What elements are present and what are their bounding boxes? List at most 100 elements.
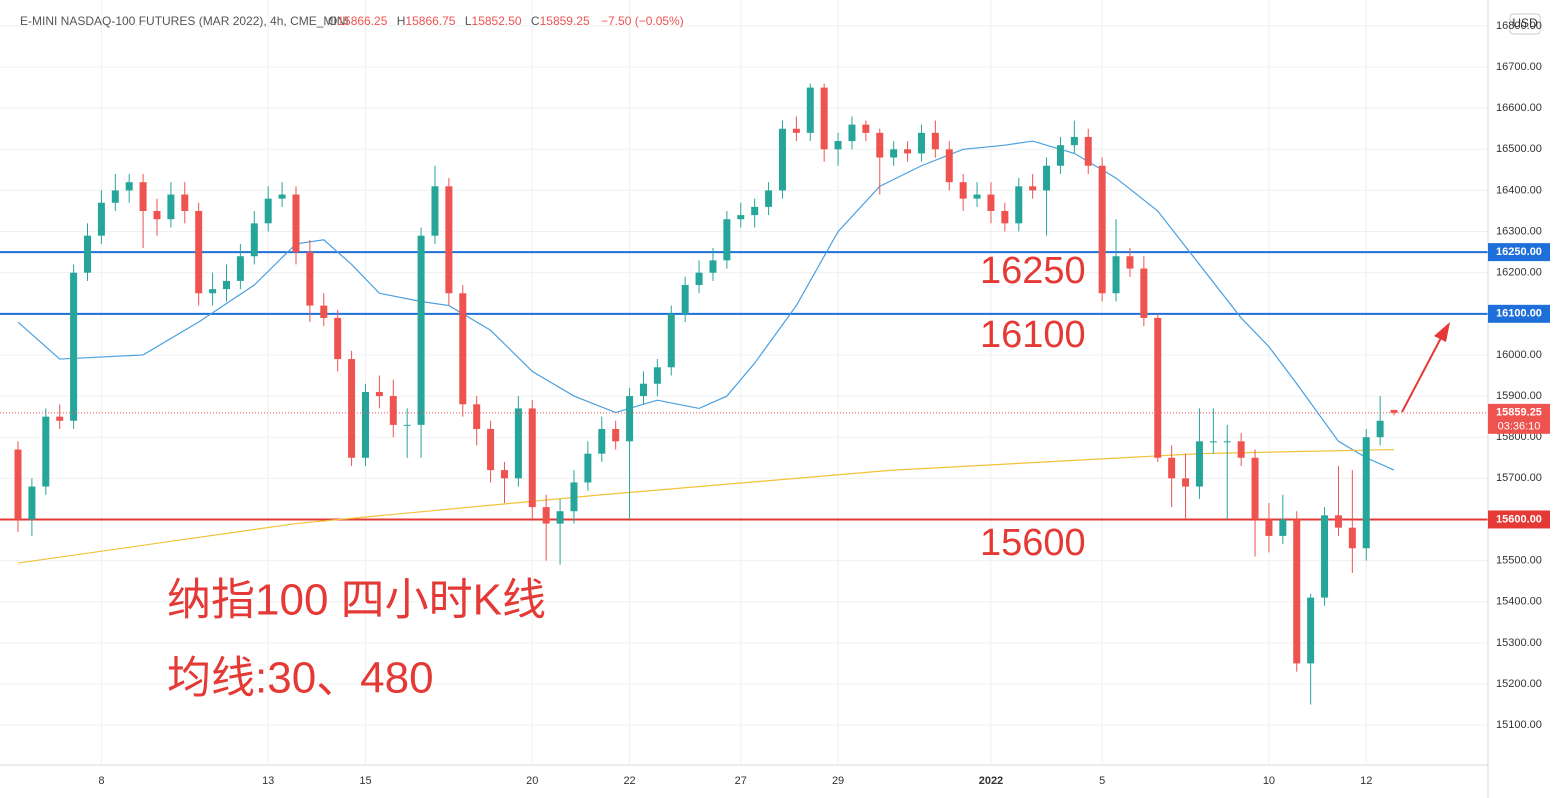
candle-body xyxy=(1321,515,1329,598)
candle-body xyxy=(1043,165,1051,191)
candle-body xyxy=(1279,519,1287,536)
candle-body xyxy=(945,149,953,183)
candle-body xyxy=(1293,519,1301,664)
candle-body xyxy=(1084,136,1092,166)
candle-body xyxy=(403,424,411,426)
candle-body xyxy=(1348,527,1356,549)
y-tick-label: 16200.00 xyxy=(1496,267,1542,279)
candle-body xyxy=(1070,136,1078,146)
candle-body xyxy=(1237,441,1245,458)
candle-body xyxy=(834,141,842,150)
candle-body xyxy=(792,128,800,133)
arrow xyxy=(1401,335,1443,413)
quote-key: O xyxy=(328,14,337,28)
candle-body xyxy=(1112,256,1120,294)
candle-body xyxy=(375,391,383,397)
change: −7.50 (−0.05%) xyxy=(601,14,684,28)
y-tick-label: 15300.00 xyxy=(1496,637,1542,649)
x-tick-label: 15 xyxy=(359,775,371,787)
candle-body xyxy=(1209,441,1217,443)
y-tick-label: 16700.00 xyxy=(1496,61,1542,73)
moving-average xyxy=(17,140,1395,471)
candle-body xyxy=(320,305,328,318)
candle-body xyxy=(28,486,36,520)
y-tick-label: 15400.00 xyxy=(1496,596,1542,608)
candle-body xyxy=(1182,478,1190,487)
candle-body xyxy=(626,396,634,442)
symbol: E-MINI NASDAQ-100 FUTURES (MAR 2022), 4h… xyxy=(20,14,349,28)
candle-body xyxy=(890,149,898,158)
y-tick-label: 15800.00 xyxy=(1496,431,1542,443)
candle-body xyxy=(500,470,508,479)
candle-body xyxy=(653,367,661,384)
annotation: 15600 xyxy=(980,522,1086,564)
candle-body xyxy=(1376,420,1384,438)
currency-button[interactable] xyxy=(1509,13,1541,35)
quote-key: H xyxy=(397,14,406,28)
level-label: 16100.00 xyxy=(1496,308,1542,320)
candle-body xyxy=(876,132,884,158)
candle-body xyxy=(14,449,22,520)
candle-body xyxy=(417,235,425,425)
currency[interactable]: USD xyxy=(1512,16,1538,30)
candle-body xyxy=(598,428,606,454)
candle-body xyxy=(987,194,995,211)
candle-body xyxy=(1390,409,1398,413)
x-tick-label: 2022 xyxy=(979,775,1003,787)
candle-body xyxy=(459,293,467,405)
quote-value: 15866.75 xyxy=(405,14,455,28)
level-tag xyxy=(1488,243,1550,262)
candle-body xyxy=(1334,515,1342,528)
candle-body xyxy=(862,124,870,133)
y-tick-label: 16600.00 xyxy=(1496,102,1542,114)
x-tick-label: 8 xyxy=(98,775,104,787)
candle-body xyxy=(778,128,786,191)
candle-body xyxy=(292,194,300,253)
candle-body xyxy=(584,453,592,483)
x-tick-label: 20 xyxy=(526,775,538,787)
candle-body xyxy=(765,190,773,207)
candle-body xyxy=(97,202,105,236)
candle-body xyxy=(542,507,550,524)
candle-body xyxy=(1126,256,1134,269)
x-tick-label: 12 xyxy=(1360,775,1372,787)
candle-body xyxy=(570,482,578,512)
candle-body xyxy=(1056,145,1064,166)
candle-body xyxy=(723,219,731,261)
y-tick-label: 16400.00 xyxy=(1496,184,1542,196)
x-tick-label: 10 xyxy=(1263,775,1275,787)
candle-body xyxy=(278,194,286,199)
candle-body xyxy=(1168,457,1176,479)
candle-body xyxy=(487,428,495,471)
level-label: 15600.00 xyxy=(1496,513,1542,525)
candle-body xyxy=(42,416,50,487)
candle-body xyxy=(195,210,203,294)
candle-body xyxy=(959,182,967,199)
candle-body xyxy=(1154,317,1162,458)
annotation: 16100 xyxy=(980,314,1086,356)
x-tick-label: 29 xyxy=(832,775,844,787)
candle-body xyxy=(1015,186,1023,224)
candle-body xyxy=(514,408,522,479)
candle-body xyxy=(1140,268,1148,318)
y-tick-label: 15200.00 xyxy=(1496,678,1542,690)
candle-body xyxy=(681,285,689,314)
candle-body xyxy=(361,391,369,458)
y-tick-label: 15900.00 xyxy=(1496,390,1542,402)
x-tick-label: 13 xyxy=(262,775,274,787)
candle-body xyxy=(153,210,161,220)
candle-body xyxy=(431,186,439,236)
quote-value: 15859.25 xyxy=(540,14,590,28)
candle-body xyxy=(306,252,314,306)
candle-body xyxy=(222,280,230,290)
candle-body xyxy=(334,317,342,360)
candle-body xyxy=(1251,457,1259,520)
candle-body xyxy=(806,87,814,133)
last-price-tag xyxy=(1488,403,1550,434)
candle-body xyxy=(264,198,272,224)
quote-value: 15852.50 xyxy=(472,14,522,28)
annotation: 纳指100 四小时K线 xyxy=(167,576,546,625)
x-tick-label: 5 xyxy=(1099,775,1105,787)
quote: O15866.25 H15866.75 L15852.50 C15859.25 … xyxy=(328,14,684,28)
